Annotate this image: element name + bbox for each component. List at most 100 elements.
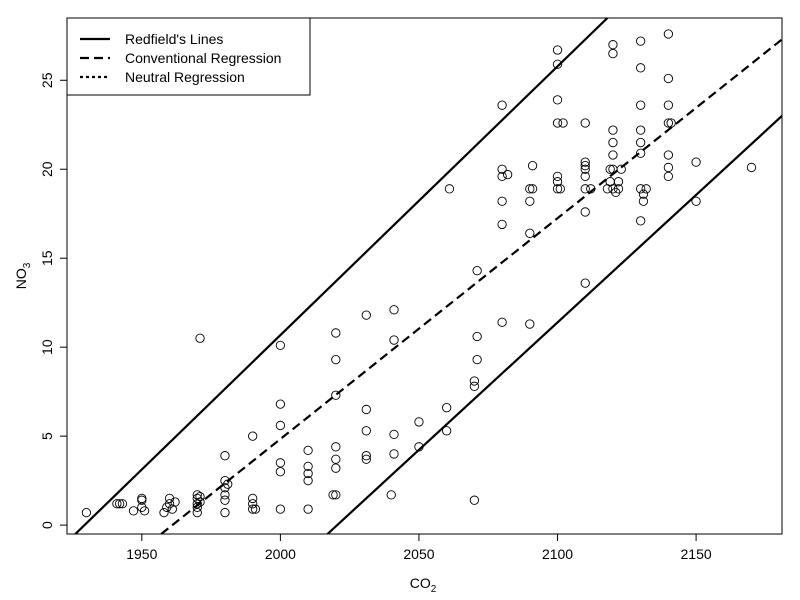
y-tick-label: 20 [39,161,55,177]
data-point [159,507,169,518]
data-point [195,333,205,343]
data-point [331,354,341,365]
data-point [195,497,205,507]
data-point [442,426,452,436]
data-point [192,507,202,518]
data-point [586,184,596,194]
data-point [497,171,507,182]
data-point [580,207,590,217]
data-point [608,137,618,148]
data-point [638,196,649,206]
data-point [636,216,646,226]
data-point [497,100,507,110]
data-point [112,499,122,509]
data-point [663,171,674,182]
data-point [552,184,563,194]
data-point [525,184,535,194]
y-tick-label: 5 [39,432,55,440]
data-point [613,177,624,187]
y-tick-label: 25 [39,72,55,88]
data-point [164,499,175,509]
data-points [81,29,757,518]
data-point [139,506,150,516]
data-point [580,278,590,288]
x-tick-label: 2100 [542,546,573,562]
data-point [164,493,175,504]
legend-box [66,17,311,96]
data-point [361,451,371,461]
data-point [248,493,258,504]
x-axis-title: CO2 [410,575,437,595]
data-point [636,125,646,135]
data-point [608,40,618,50]
data-point [552,95,563,105]
data-point [248,431,258,441]
legend-label-neutral: Neutral Regression [125,69,245,85]
data-point [555,184,565,194]
data-point [331,442,341,452]
data-point [220,475,230,486]
data-point [248,504,258,514]
data-point [389,335,399,345]
data-point [361,310,371,320]
data-point [389,429,399,440]
x-tick-label: 1950 [126,546,157,562]
data-point [389,305,399,315]
data-point [497,196,507,206]
data-point [303,475,313,486]
redfield-line [326,115,782,534]
data-point [162,502,172,512]
data-point [663,100,674,110]
regression-lines [74,18,782,534]
data-point [328,490,338,500]
data-point [170,497,180,507]
data-point [303,445,313,456]
data-point [746,162,757,173]
data-point [220,483,230,493]
data-point [636,36,646,46]
data-point [580,184,590,194]
data-point [605,164,615,174]
data-point [663,118,674,128]
data-point [275,504,286,514]
data-point [331,390,341,400]
legend-label-redfield: Redfield's Lines [125,31,223,47]
data-point [608,48,618,59]
conventional-regression-line [160,38,782,534]
data-point [250,504,261,514]
data-point [525,228,535,238]
data-point [608,125,618,135]
data-point [303,468,313,479]
data-point [641,184,651,194]
data-point [472,354,482,365]
data-point [195,491,205,502]
data-point [444,184,455,194]
data-point [220,507,230,518]
legend: Redfield's Lines Conventional Regression… [66,17,311,96]
data-point [361,404,371,415]
data-point [414,442,424,452]
data-point [331,328,341,338]
redfield-line [74,18,609,534]
data-point [223,479,233,489]
data-point [361,426,371,436]
x-tick-label: 2150 [681,546,712,562]
data-point [663,29,674,39]
data-point [691,196,701,206]
data-point [275,420,286,431]
data-point [527,161,538,171]
data-point [386,490,396,500]
data-point [303,461,313,472]
data-point [220,451,230,461]
data-point [636,100,646,110]
y-axis-title: NO3 [13,262,33,289]
data-point [472,266,482,276]
data-point [331,463,341,473]
data-point [414,417,424,427]
data-point [666,118,676,128]
data-point [691,157,701,167]
data-point [117,499,128,509]
data-point [580,118,590,128]
data-point [558,118,568,128]
data-point [275,458,286,468]
